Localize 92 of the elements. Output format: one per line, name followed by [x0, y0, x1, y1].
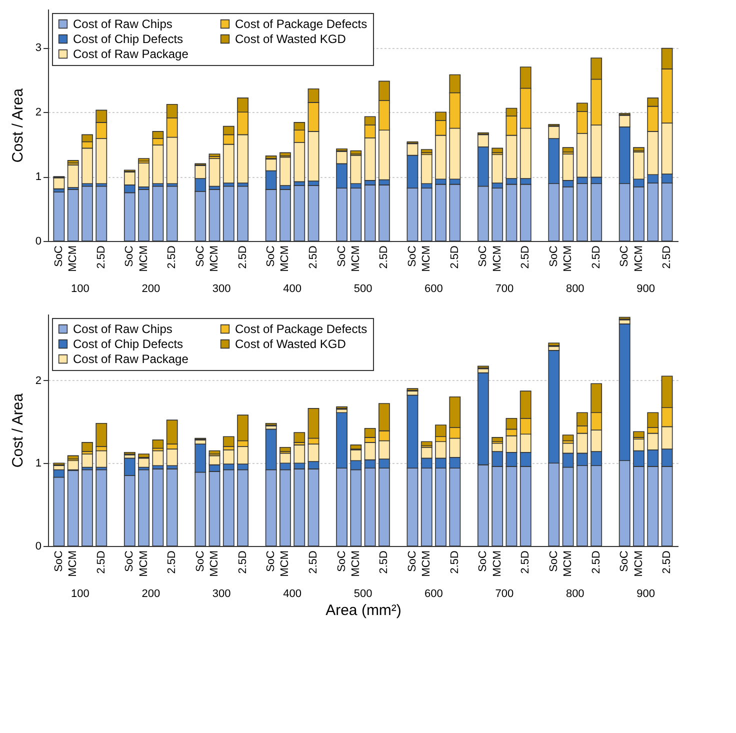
x-tick-label: 2.5D	[448, 245, 461, 269]
x-tick-label: MCM	[279, 550, 292, 577]
legend-label: Cost of Chip Defects	[73, 32, 184, 46]
legend-label: Cost of Package Defects	[235, 322, 368, 336]
text: 300	[212, 588, 231, 600]
text: 400	[283, 588, 302, 600]
legend-label: Cost of Package Defects	[235, 17, 368, 31]
x-tick-label: 2.5D	[448, 550, 461, 574]
text: 100	[70, 283, 90, 295]
y-tick-label: 1	[35, 458, 42, 470]
x-tick-label: MCM	[420, 246, 433, 272]
x-tick-label: SoC	[124, 550, 136, 572]
x-tick-label: MCM	[562, 246, 574, 272]
x-tick-label: 2.5D	[166, 550, 178, 574]
legend-label: Cost of Wasted KGD	[235, 337, 346, 351]
text: 200	[142, 588, 160, 600]
y-tick-label: 2	[35, 106, 42, 119]
x-tick-label: SoC	[548, 550, 560, 572]
x-tick-label: MCM	[562, 550, 574, 577]
text: 600	[424, 588, 443, 600]
x-tick-label: MCM	[420, 550, 433, 577]
legend-label: Cost of Chip Defects	[73, 337, 184, 351]
x-tick-label: 2.5D	[520, 550, 532, 574]
x-tick-label: SoC	[406, 245, 418, 267]
x-tick-label: 2.5D	[590, 245, 602, 269]
x-tick-label: 2.5D	[308, 245, 320, 269]
legend-label: Cost of Raw Package	[73, 47, 189, 61]
x-tick-label: 2.5D	[661, 550, 674, 574]
text: 100	[70, 588, 90, 600]
x-tick-label: SoC	[477, 550, 490, 572]
x-tick-label: 2.5D	[95, 550, 108, 574]
x-tick-label: SoC	[52, 245, 65, 267]
x-tick-label: SoC	[194, 550, 206, 572]
x-tick-label: SoC	[618, 245, 631, 267]
x-tick-label: SoC	[52, 550, 65, 572]
x-tick-label: SoC	[406, 550, 418, 572]
x-tick-label: MCM	[632, 246, 645, 272]
y-tick-label: 2	[35, 374, 42, 387]
x-tick-label: SoC	[477, 245, 490, 267]
x-tick-label: SoC	[265, 245, 278, 267]
x-tick-label: MCM	[350, 550, 362, 577]
x-tick-label: 2.5D	[378, 550, 390, 574]
x-tick-label: 2.5D	[308, 550, 320, 574]
x-tick-label: 2.5D	[378, 245, 390, 269]
text: 700	[495, 588, 514, 600]
x-tick-label: SoC	[548, 245, 560, 267]
text: 600	[424, 283, 443, 295]
x-tick-label: SoC	[124, 245, 136, 267]
x-tick-label: MCM	[491, 246, 504, 272]
x-tick-label: SoC	[194, 245, 206, 267]
x-tick-label: MCM	[350, 246, 362, 272]
text: 500	[354, 283, 372, 295]
legend-label: Cost of Raw Chips	[73, 322, 172, 336]
x-tick-label: MCM	[67, 246, 80, 272]
x-tick-label: 2.5D	[166, 245, 178, 269]
x-tick-label: SoC	[336, 550, 348, 572]
x-tick-label: 2.5D	[95, 245, 108, 269]
x-tick-label: SoC	[336, 245, 348, 267]
legend-label: Cost of Wasted KGD	[235, 32, 346, 46]
legend-label: Cost of Raw Package	[73, 352, 189, 366]
x-tick-label: 2.5D	[590, 550, 602, 574]
text: 900	[636, 588, 656, 600]
x-tick-label: SoC	[265, 550, 278, 572]
x-tick-label: MCM	[67, 550, 80, 577]
text: 300	[212, 283, 231, 295]
text: 700	[495, 283, 514, 295]
x-tick-label: MCM	[632, 550, 645, 577]
x-tick-label: 2.5D	[236, 245, 249, 269]
text: 500	[354, 588, 372, 600]
y-tick-label: 3	[35, 42, 42, 54]
x-tick-label: 2.5D	[661, 245, 674, 269]
x-tick-label: SoC	[618, 550, 631, 572]
text: 400	[283, 283, 302, 295]
x-tick-label: MCM	[491, 550, 504, 577]
y-tick-label: 1	[35, 171, 42, 184]
y-tick-label: 0	[35, 236, 42, 248]
x-tick-label: MCM	[138, 246, 150, 272]
x-tick-label: MCM	[138, 550, 150, 577]
y-axis-title: Cost / Area	[9, 88, 26, 163]
x-tick-label: 2.5D	[520, 245, 532, 269]
y-tick-label: 0	[35, 540, 42, 552]
text: 800	[566, 283, 584, 295]
y-axis-title: Cost / Area	[9, 392, 26, 468]
text: 800	[566, 588, 584, 600]
legend-label: Cost of Raw Chips	[73, 17, 172, 31]
text: 200	[142, 283, 160, 295]
x-tick-label: MCM	[208, 246, 221, 272]
x-tick-label: 2.5D	[236, 550, 249, 574]
x-tick-label: MCM	[208, 550, 221, 577]
text: 900	[636, 283, 656, 295]
x-axis-title: Area (mm²)	[326, 602, 402, 619]
x-tick-label: MCM	[279, 246, 292, 272]
